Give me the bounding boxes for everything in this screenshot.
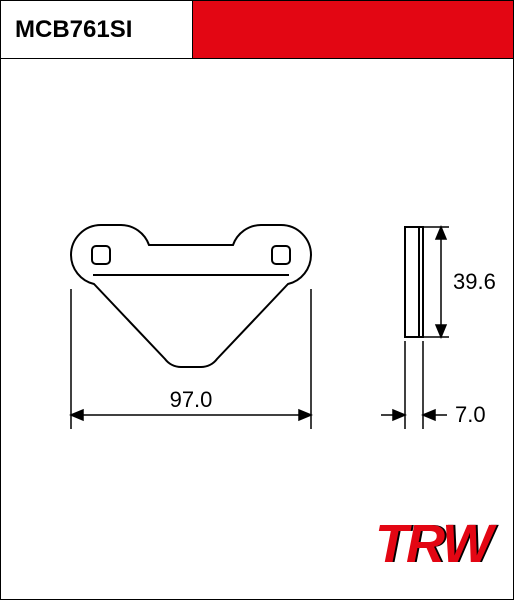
header-accent-bar: [193, 1, 513, 59]
dimension-thickness: 7.0: [381, 341, 486, 429]
technical-drawing: 97.0 39.6 7.0: [1, 59, 514, 539]
brand-logo: TRW TRW: [375, 517, 491, 571]
mounting-hole-left: [92, 246, 110, 264]
outer-frame: MCB761SI 97.0: [0, 0, 514, 600]
side-pad: [405, 227, 423, 337]
dimension-height: 39.6: [423, 227, 496, 337]
dimension-thickness-label: 7.0: [455, 402, 486, 427]
header-box: MCB761SI: [1, 1, 193, 59]
mounting-hole-right: [272, 246, 290, 264]
product-code: MCB761SI: [15, 16, 132, 44]
dimension-height-label: 39.6: [453, 269, 496, 294]
dimension-width: 97.0: [71, 289, 311, 429]
brand-logo-text: TRW: [375, 514, 491, 574]
brake-pad-side-view: [405, 227, 423, 337]
dimension-width-label: 97.0: [170, 387, 213, 412]
brake-pad-front-view: [71, 225, 311, 367]
